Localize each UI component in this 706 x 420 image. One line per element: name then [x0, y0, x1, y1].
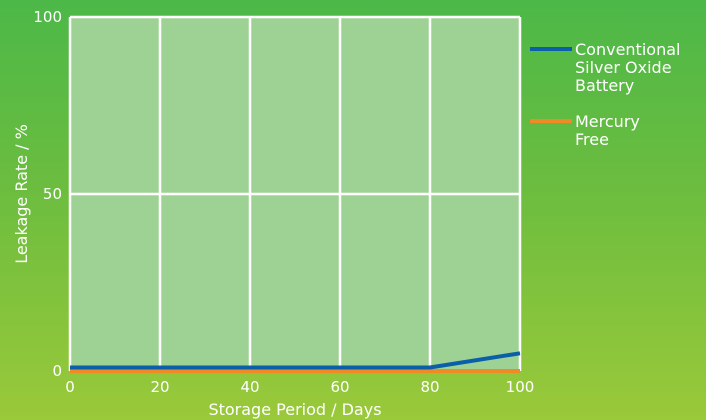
x-axis-ticks: 0 20 40 60 80 100 — [65, 378, 534, 396]
legend-label: Conventional Silver Oxide Battery — [575, 40, 680, 95]
y-tick-label: 50 — [43, 185, 62, 203]
x-tick-label: 20 — [150, 378, 169, 396]
x-tick-label: 40 — [240, 378, 259, 396]
x-tick-label: 80 — [420, 378, 439, 396]
legend: Conventional Silver Oxide Battery Mercury Fr… — [530, 40, 680, 149]
y-tick-label: 0 — [52, 362, 62, 380]
y-tick-label: 100 — [33, 8, 62, 26]
legend-label: Mercury Free — [575, 112, 640, 149]
x-tick-label: 100 — [506, 378, 535, 396]
y-axis-title: Leakage Rate / % — [12, 124, 31, 264]
series-line — [70, 351, 521, 370]
y-axis-ticks: 0 50 100 — [33, 8, 62, 380]
x-tick-label: 0 — [65, 378, 75, 396]
series-lines — [70, 351, 521, 373]
x-tick-label: 60 — [330, 378, 349, 396]
x-axis-title: Storage Period / Days — [208, 400, 381, 419]
